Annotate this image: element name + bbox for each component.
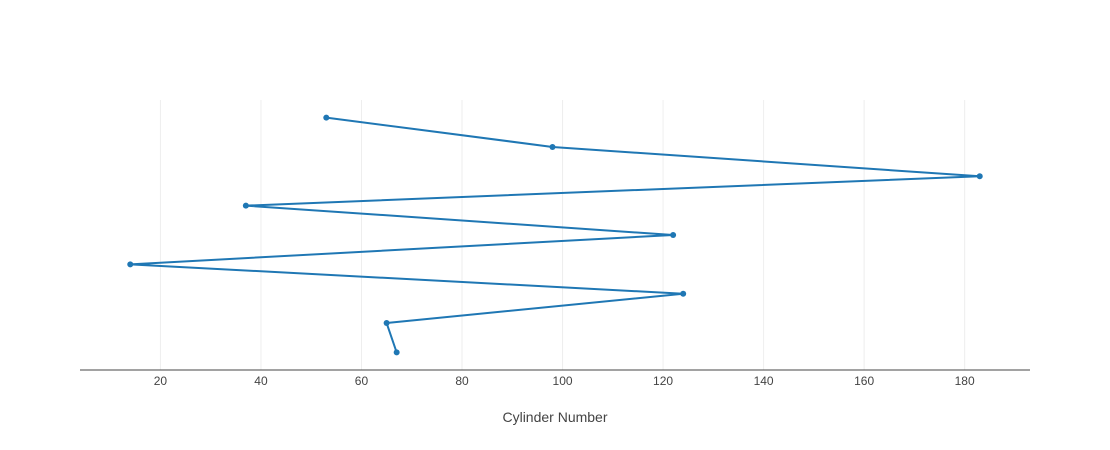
x-tick-label-60: 60 (355, 374, 369, 388)
data-point-5[interactable] (127, 261, 134, 268)
data-point-8[interactable] (393, 349, 400, 356)
series-line-0 (129, 116, 981, 353)
data-point-6[interactable] (680, 290, 687, 297)
x-tick-label-40: 40 (254, 374, 268, 388)
x-tick-label-80: 80 (455, 374, 469, 388)
x-tick-label-140: 140 (754, 374, 774, 388)
x-axis-title: Cylinder Number (502, 409, 607, 425)
data-point-0[interactable] (323, 114, 330, 121)
x-tick-label-120: 120 (653, 374, 673, 388)
data-point-4[interactable] (670, 232, 677, 238)
x-tick-label-180: 180 (955, 374, 975, 388)
x-tick-label-100: 100 (553, 374, 573, 388)
x-tick-label-160: 160 (854, 374, 874, 388)
data-point-2[interactable] (976, 173, 983, 180)
gridlines (159, 100, 966, 370)
data-point-3[interactable] (242, 202, 249, 209)
data-point-1[interactable] (549, 143, 556, 150)
series-trace (127, 114, 983, 356)
x-tick-label-20: 20 (154, 374, 168, 388)
x-axis-ticks: 20 40 60 80 100 120 140 160 180 (154, 374, 975, 388)
data-point-7[interactable] (383, 320, 390, 327)
